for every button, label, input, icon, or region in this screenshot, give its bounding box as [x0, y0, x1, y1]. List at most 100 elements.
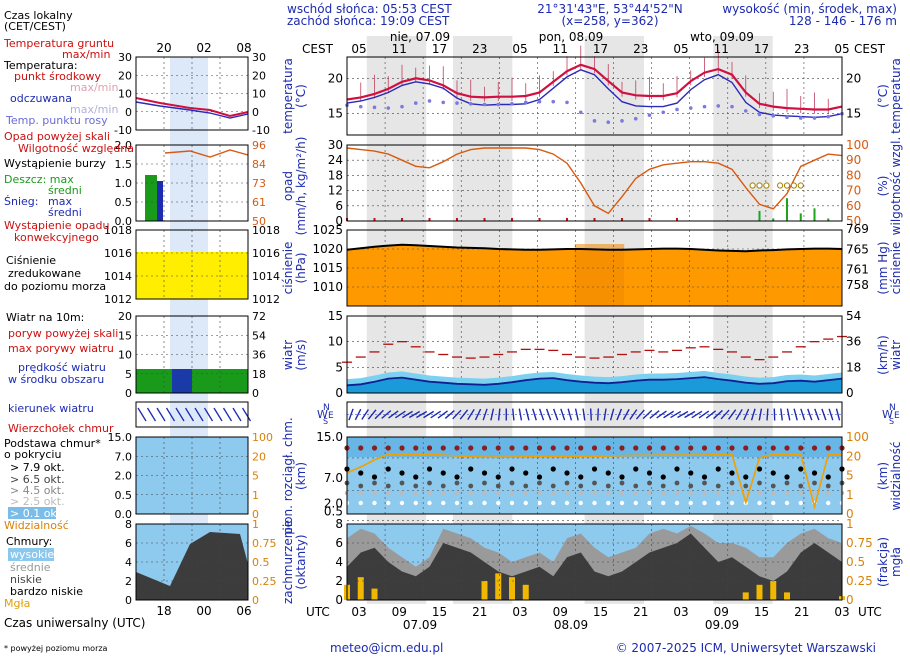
wind-arrow [416, 410, 428, 419]
cloud-base-dot [578, 483, 584, 489]
legend-humidity-line [164, 149, 249, 158]
day-label-bottom: 08.09 [554, 618, 588, 632]
cloud-base-dot [578, 500, 583, 506]
y-tick-label: 1015 [312, 261, 343, 275]
storm-marker [797, 182, 804, 189]
legend-y-tick: 0 [125, 106, 132, 119]
legend-local-time2: (CET/CEST) [4, 20, 66, 33]
footer-email[interactable]: meteo@icm.edu.pl [330, 641, 443, 655]
night-band [713, 36, 773, 604]
cloud-base-dot [674, 490, 680, 496]
fog-bar [371, 588, 378, 600]
convective-marker [456, 218, 458, 221]
legend-mid-point: punkt środkowy [14, 70, 102, 83]
legend-c-vlow: bardzo niskie [10, 585, 83, 598]
convective-marker [373, 218, 376, 221]
cloud-top-dot [660, 445, 666, 451]
legend-y-tick: 0 [125, 594, 132, 607]
y-tick-label-vis: 5 [846, 469, 854, 483]
legend-fog: Mgła [4, 597, 30, 610]
cloud-base-dot [495, 474, 501, 480]
legend-local-time: Czas lokalny [4, 9, 73, 22]
cloud-top-dot [715, 445, 721, 451]
dew-point-dot [386, 106, 391, 110]
dew-point-dot [743, 109, 748, 113]
rain-bar [813, 208, 816, 221]
legend-maxmin2: max/min [70, 81, 118, 94]
legend-wind-arrow [165, 407, 176, 422]
legend-wind-arrow [137, 407, 147, 422]
cloud-base-dot [468, 483, 474, 489]
legend-y-tick: 30 [118, 51, 132, 64]
legend-y-tick: 8 [125, 518, 132, 531]
legend-y-tick: 2 [125, 575, 132, 588]
side-label-line: wiatr [281, 340, 295, 370]
cloud-base-dot [399, 500, 405, 506]
cloud-base-dot [674, 500, 680, 506]
legend-y-tick: 1018 [104, 224, 132, 237]
cloud-base-dot [661, 490, 666, 496]
legend-hour-1: 20 [156, 41, 171, 55]
legend-okt2: > 6.5 okt. [10, 473, 65, 486]
cloud-base-dot [812, 480, 817, 486]
cloud-base-dot [715, 483, 721, 489]
cloud-top-dot [358, 445, 364, 451]
legend-y-tick: -10 [114, 124, 132, 137]
y-tick-label-kmh: 36 [846, 335, 861, 349]
cloud-base-dot [441, 490, 446, 496]
cloud-top-dot [756, 445, 763, 451]
cloudbase-left-label: pion. rozciągł. chm. (km) [281, 417, 308, 535]
legend-y2-tick: 1018 [252, 224, 280, 237]
cloud-base-dot [537, 480, 542, 486]
legend-wind-arrow [175, 407, 185, 422]
y-tick-label: 30 [328, 138, 343, 152]
cloud-base-dot [646, 470, 653, 476]
cloud-base-dot [784, 500, 790, 506]
wind-arrow [807, 408, 813, 421]
cloud-base-dot [757, 500, 762, 506]
dew-point-dot [510, 102, 514, 106]
cloud-base-dot [454, 474, 460, 480]
storm-marker [756, 182, 763, 189]
wind-arrow [677, 410, 689, 419]
legend-y-tick: 0 [125, 387, 132, 400]
wind-arrow [649, 410, 660, 419]
y-tick-label: 15.0 [316, 430, 343, 444]
dew-point-dot [482, 102, 487, 107]
utc-label-right: UTC [858, 605, 882, 619]
legend-hour-3: 08 [236, 41, 251, 55]
legend-okt4: > 2.5 okt. [10, 495, 65, 508]
legend-night-band [170, 57, 208, 600]
side-label-line: (°C) [294, 84, 308, 108]
dew-point-dot [688, 106, 693, 110]
clouds-right-label: (frakcja) mgła [876, 537, 903, 587]
legend-gust-max: max porywy wiatru [8, 342, 114, 355]
y-tick-label-fog: 0 [846, 593, 854, 607]
cloud-base-dot [605, 483, 611, 489]
cloud-base-dot [784, 490, 790, 496]
pressure-line [346, 243, 843, 253]
cloud-base-dot [468, 490, 473, 496]
legend-y2-tick: -10 [252, 124, 270, 137]
legend-y-tick: 6 [125, 537, 132, 550]
top-hour-label: 05 [673, 42, 688, 56]
dew-point-dot [358, 104, 363, 109]
cloud-base-dot [688, 470, 694, 476]
legend-wind-arrow [213, 407, 223, 422]
y-tick-label: 20 [846, 71, 861, 85]
legend-y2-tick: 1016 [252, 247, 280, 260]
y-tick-label: 8 [335, 517, 343, 531]
fog-bar [357, 577, 364, 600]
cloud-base-dot [716, 500, 721, 506]
day-label-top: nie, 07.09 [390, 30, 450, 44]
cloud-base-dot [674, 466, 680, 472]
wind-arrow [482, 408, 488, 421]
legend-cloud-base1: Podstawa chmur* [4, 437, 101, 450]
cloudbase-frame [346, 436, 843, 515]
legend-snow-max: max [48, 195, 72, 208]
top-hour-label: 11 [392, 42, 407, 56]
legend-rain-mid: średni [48, 184, 82, 197]
legend-okt1: > 7.9 okt. [10, 461, 65, 474]
fog-bar [770, 581, 777, 600]
legend-cloud-base2: o pokryciu [4, 448, 61, 461]
